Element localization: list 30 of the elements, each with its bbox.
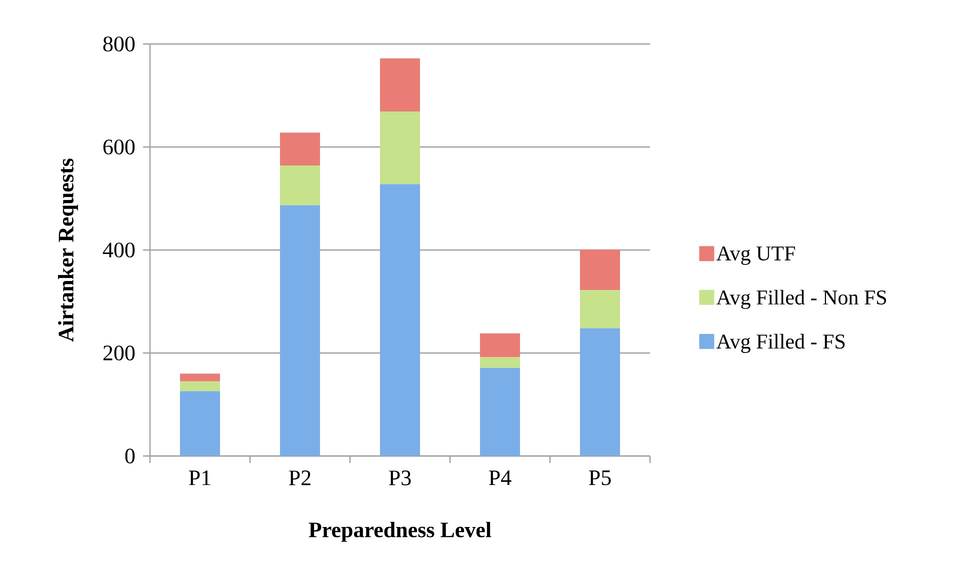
x-tick-label: P1 (189, 470, 210, 486)
y-tick-label: 600 (103, 140, 135, 154)
y-axis-title: Airtanker Requests (58, 158, 78, 342)
x-tick-label: P3 (389, 470, 411, 486)
x-tick-label: P4 (489, 470, 512, 486)
bar (580, 328, 620, 456)
bar (480, 368, 520, 456)
y-tick-label: 0 (125, 448, 135, 464)
y-tick-label: 800 (103, 36, 135, 52)
x-tick-label: P2 (289, 470, 310, 486)
bar (180, 381, 220, 392)
bar (180, 374, 220, 382)
x-tick-label: P5 (589, 470, 611, 486)
x-axis-title: Preparedness Level (308, 522, 492, 542)
bar (580, 249, 620, 290)
y-tick-label: 400 (102, 242, 135, 258)
bar (580, 290, 620, 328)
bar (280, 205, 320, 456)
legend-label: Avg UTF (716, 246, 795, 265)
bar (380, 111, 420, 184)
bar (480, 357, 520, 368)
y-tick-label: 200 (103, 346, 135, 360)
bar (380, 184, 420, 456)
bar (180, 391, 220, 456)
bar (380, 58, 420, 112)
legend-label: Avg Filled - Non FS (716, 290, 886, 309)
bar (480, 333, 520, 358)
bar (280, 166, 320, 206)
legend-label: Avg Filled - FS (716, 334, 845, 353)
bar (280, 132, 320, 166)
